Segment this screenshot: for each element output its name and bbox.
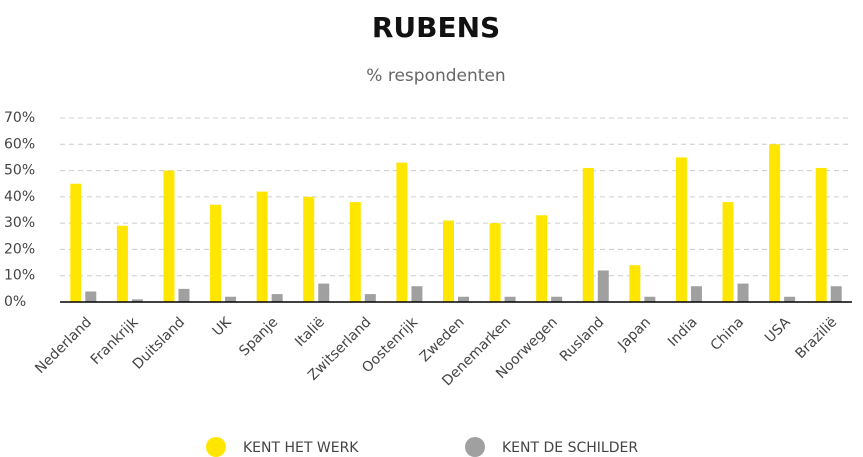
- bar: [769, 144, 781, 302]
- legend-label: KENT DE SCHILDER: [502, 440, 638, 456]
- y-tick-label: 50%: [4, 163, 35, 179]
- bar: [830, 286, 842, 302]
- bar: [536, 215, 548, 302]
- x-tick-label: Rusland: [557, 314, 608, 365]
- x-tick-label: Spanje: [236, 314, 281, 359]
- bar: [629, 265, 641, 302]
- x-tick-label: Japan: [614, 314, 654, 354]
- bar: [443, 220, 454, 302]
- bar: [271, 294, 283, 302]
- bar: [737, 283, 749, 302]
- bar: [582, 167, 594, 302]
- chart-subtitle: % respondenten: [366, 66, 505, 86]
- bar: [597, 270, 609, 302]
- bar: [489, 223, 501, 302]
- bar: [815, 167, 827, 302]
- bar: [131, 299, 143, 302]
- bar: [784, 296, 796, 302]
- bar: [675, 157, 687, 302]
- bar: [364, 294, 376, 302]
- legend-swatch: [206, 437, 226, 457]
- bar: [318, 283, 330, 302]
- bar: [256, 191, 268, 302]
- bar: [349, 202, 361, 302]
- bar: [690, 286, 702, 302]
- bar: [70, 183, 82, 302]
- x-tick-label: USA: [762, 314, 794, 346]
- bar: [303, 196, 315, 302]
- legend-swatch: [465, 437, 485, 457]
- x-tick-label: China: [708, 314, 748, 354]
- bar: [85, 291, 97, 302]
- y-tick-label: 10%: [4, 268, 35, 284]
- x-tick-label: UK: [210, 314, 236, 340]
- bar: [551, 296, 563, 302]
- bar: [116, 225, 128, 302]
- x-tick-label: India: [665, 314, 701, 350]
- bar: [178, 288, 190, 302]
- chart-title: RUBENS: [372, 11, 500, 44]
- bar: [225, 296, 237, 302]
- y-tick-label: 30%: [4, 215, 35, 231]
- bar: [396, 162, 408, 302]
- bar: [722, 202, 734, 302]
- bar: [504, 296, 516, 302]
- y-tick-label: 0%: [4, 294, 26, 310]
- x-tick-label: Nederland: [32, 314, 95, 377]
- legend-label: KENT HET WERK: [243, 440, 359, 456]
- y-tick-label: 40%: [4, 189, 35, 205]
- x-tick-label: Italië: [292, 314, 328, 350]
- bar: [644, 296, 656, 302]
- bar: [411, 286, 423, 302]
- bar: [458, 296, 469, 302]
- y-tick-label: 70%: [4, 110, 35, 126]
- bar: [210, 204, 222, 302]
- y-tick-label: 20%: [4, 241, 35, 257]
- y-tick-label: 60%: [4, 136, 35, 152]
- x-tick-label: Brazilië: [793, 314, 841, 362]
- bar: [163, 170, 175, 302]
